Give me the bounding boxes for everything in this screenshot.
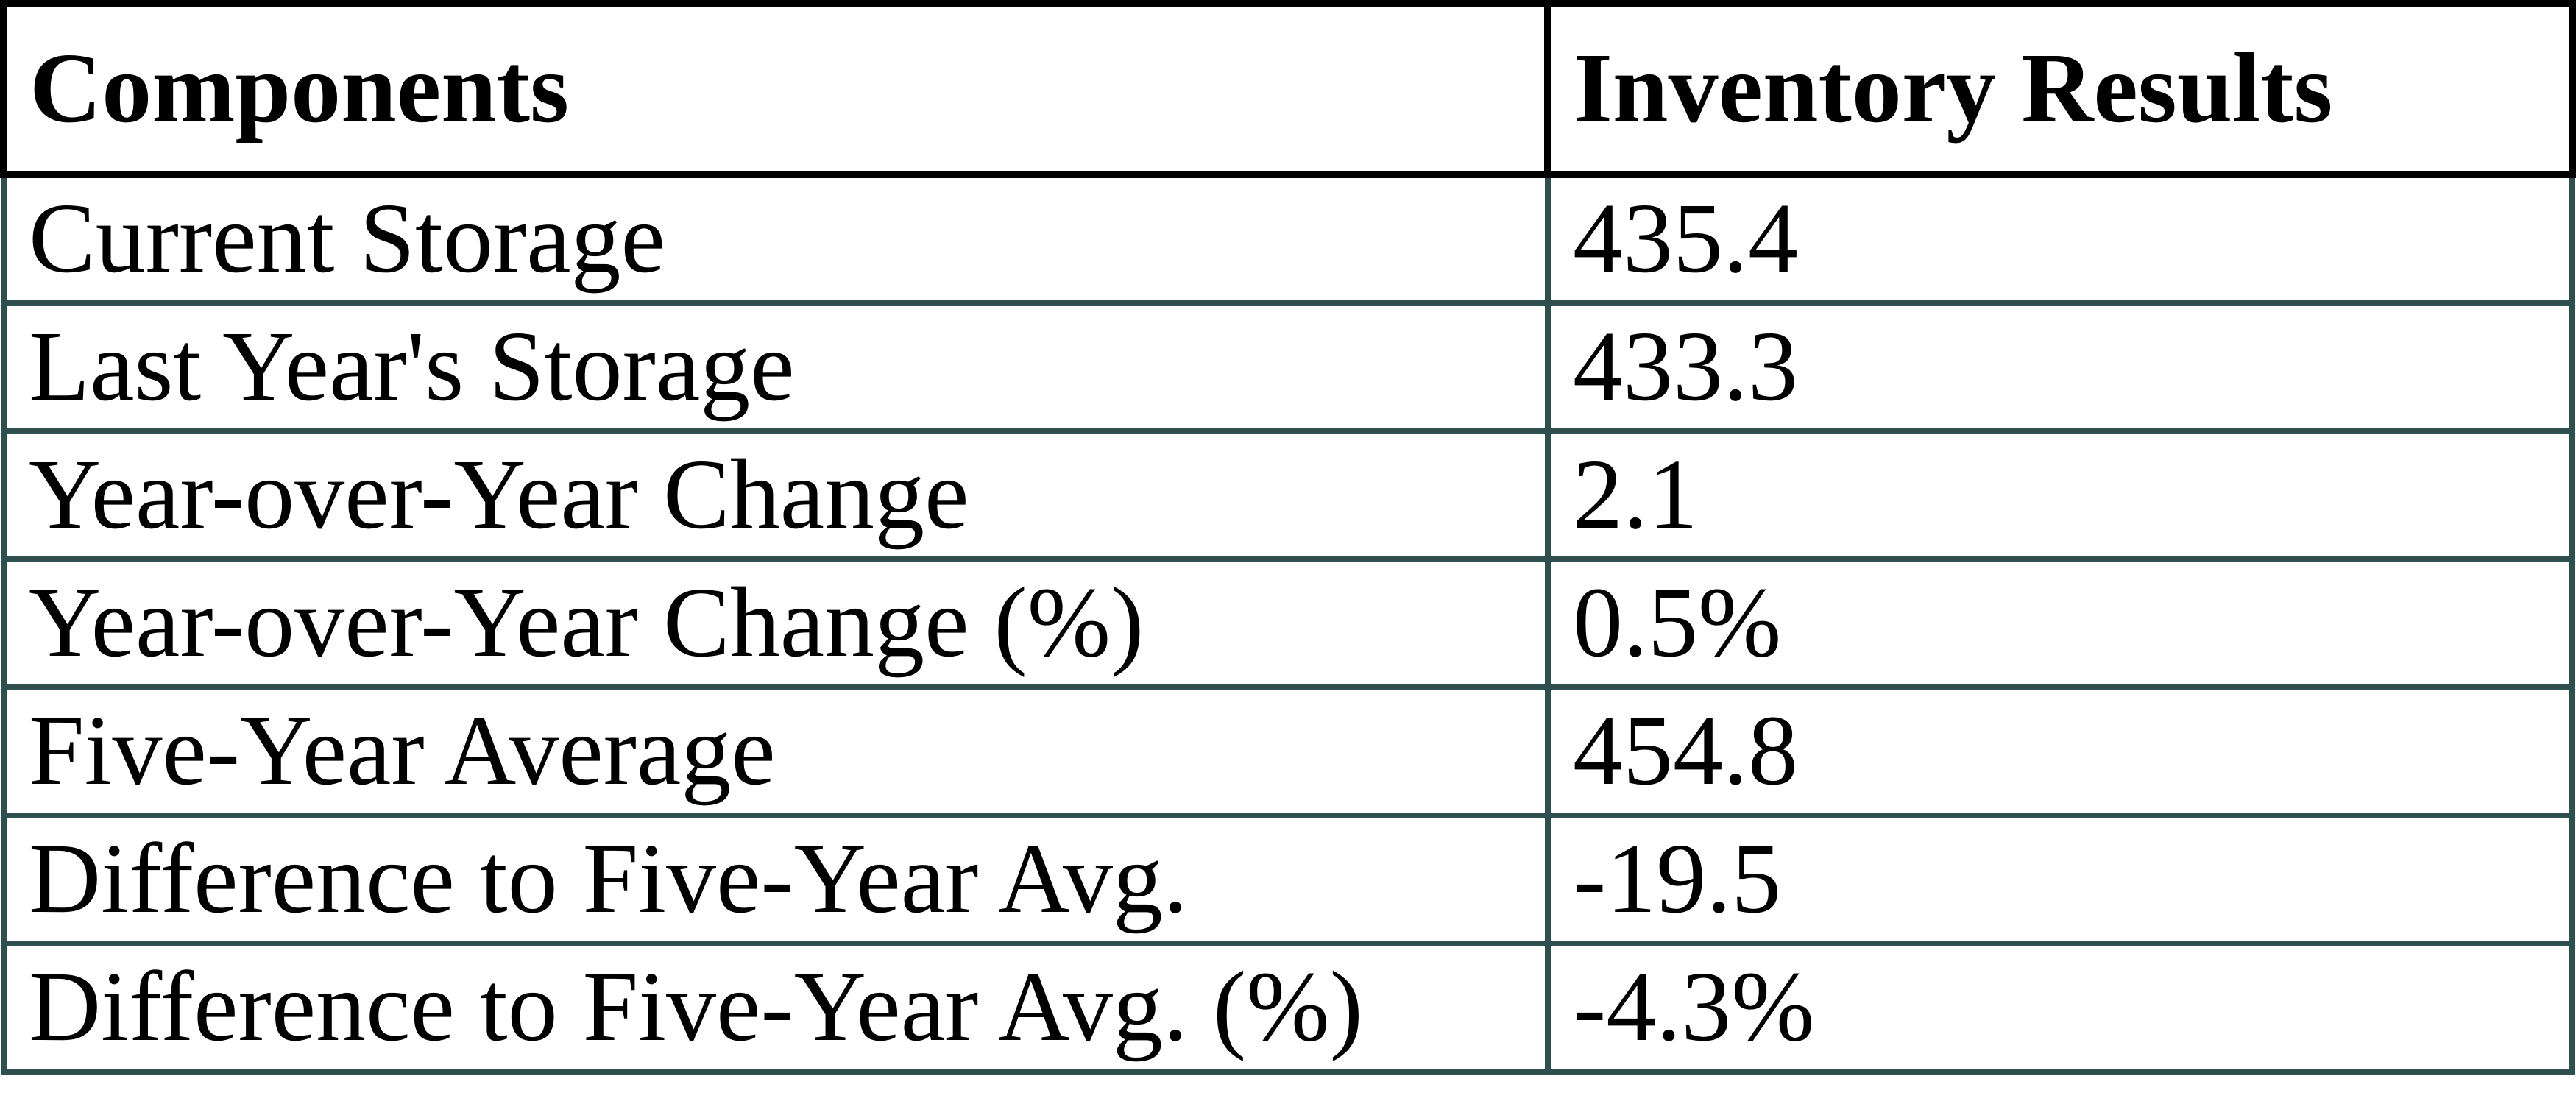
header-row: Components Inventory Results [0,0,2576,178]
table-row-yoy-change-pct: Year-over-Year Change (%) 0.5% [1,556,2575,690]
component-label: Difference to Five-Year Avg. [1,812,1551,946]
component-label: Last Year's Storage [1,300,1551,434]
table-row-last-years-storage: Last Year's Storage 433.3 [1,300,2575,434]
result-value: 2.1 [1545,428,2575,562]
table-row-five-year-average: Five-Year Average 454.8 [1,684,2575,818]
table-row-diff-five-year-avg-pct: Difference to Five-Year Avg. (%) -4.3% [1,940,2575,1075]
result-value: 433.3 [1545,300,2575,434]
component-label: Current Storage [1,171,1551,306]
table-row-diff-five-year-avg: Difference to Five-Year Avg. -19.5 [1,812,2575,946]
header-cell-components: Components [0,0,1551,178]
result-value: 0.5% [1545,556,2575,690]
component-label: Five-Year Average [1,684,1551,818]
inventory-table: Components Inventory Results Current Sto… [0,0,2576,1075]
result-value: -4.3% [1545,940,2575,1075]
component-label: Difference to Five-Year Avg. (%) [1,940,1551,1075]
result-value: -19.5 [1545,812,2575,946]
result-value: 454.8 [1545,684,2575,818]
table-row-yoy-change: Year-over-Year Change 2.1 [1,428,2575,562]
table-row-current-storage: Current Storage 435.4 [1,171,2575,306]
component-label: Year-over-Year Change (%) [1,556,1551,690]
result-value: 435.4 [1545,171,2575,306]
header-cell-inventory-results: Inventory Results [1544,0,2576,178]
component-label: Year-over-Year Change [1,428,1551,562]
